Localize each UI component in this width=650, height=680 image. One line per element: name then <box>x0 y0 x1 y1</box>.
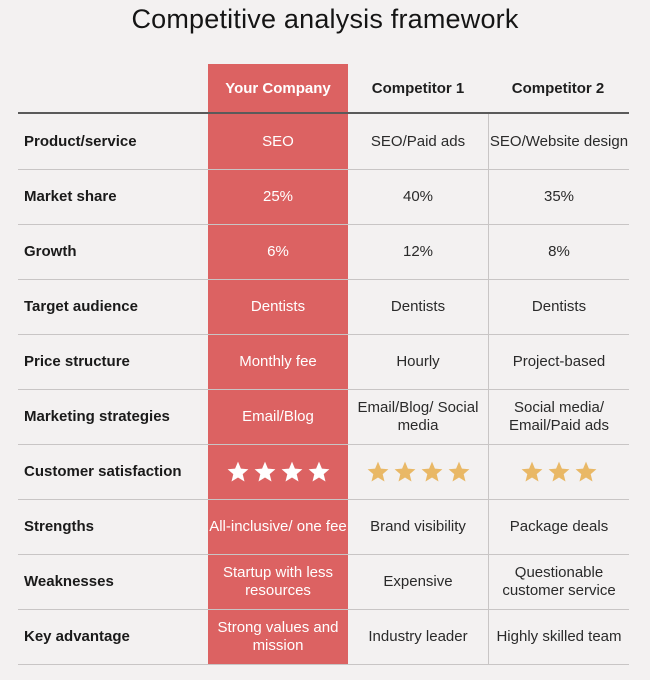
table-row: Target audience Dentists Dentists Dentists <box>18 279 629 335</box>
competitor-2-cell: SEO/Website design <box>488 114 629 169</box>
row-label: Key advantage <box>24 627 130 645</box>
row-label: Product/service <box>24 132 137 150</box>
competitor-2-cell: Questionable customer service <box>488 554 629 609</box>
competitor-2-cell: 8% <box>488 224 629 279</box>
row-label: Market share <box>24 187 117 205</box>
star-icon <box>521 461 543 481</box>
column-header-competitor-1: Competitor 1 <box>371 79 465 97</box>
table-row: Price structure Monthly fee Hourly Project-… <box>18 334 629 390</box>
competitor-1-cell: 12% <box>402 242 434 260</box>
your-company-cell: Strong values and mission <box>217 618 339 654</box>
star-icon <box>394 461 415 481</box>
row-label: Target audience <box>24 297 138 315</box>
competitor-2-cell: Highly skilled team <box>488 609 629 664</box>
star-icon <box>367 461 388 481</box>
row-label: Strengths <box>24 517 95 535</box>
your-company-cell: All-inclusive/ one fee <box>209 517 347 535</box>
competitor-2-cell: 35% <box>488 169 629 224</box>
competitor-2-cell: Project-based <box>488 334 629 389</box>
table-row: Weaknesses Startup with less resources Exp… <box>18 554 629 610</box>
competitor-2-cell: Dentists <box>488 279 629 334</box>
your-company-cell: SEO <box>262 132 294 150</box>
competitor-1-cell: Email/Blog/ Social media <box>357 398 479 434</box>
table-row: Strengths All-inclusive/ one fee Brand vis… <box>18 499 629 555</box>
your-company-cell: 25% <box>262 187 294 205</box>
row-label: Customer satisfaction <box>24 462 182 480</box>
star-rating <box>366 460 471 484</box>
competitor-1-cell: Brand visibility <box>370 517 466 535</box>
competitor-2-cell: Social media/ Email/Paid ads <box>488 389 629 444</box>
row-label: Marketing strategies <box>24 407 170 425</box>
competitor-1-cell: Hourly <box>396 352 440 370</box>
competitor-1-cell: Dentists <box>390 297 446 315</box>
column-header-your-company: Your Company <box>225 79 331 97</box>
your-company-cell: Monthly fee <box>239 352 317 370</box>
table-row: Product/service SEO SEO/Paid ads SEO/Websit… <box>18 114 629 170</box>
competitor-2-cell: Package deals <box>488 499 629 554</box>
star-icon <box>281 461 302 481</box>
competitor-1-cell: Expensive <box>383 572 453 590</box>
table-row: Marketing strategies Email/Blog Email/Blog… <box>18 389 629 445</box>
your-company-cell: 6% <box>267 242 289 260</box>
competitor-2-cell <box>488 444 629 499</box>
competitor-1-cell: 40% <box>402 187 434 205</box>
star-rating <box>226 460 331 484</box>
star-icon <box>548 461 570 481</box>
table-row: Growth 6% 12% 8% <box>18 224 629 280</box>
your-company-cell: Dentists <box>250 297 306 315</box>
your-company-cell: Email/Blog <box>242 407 314 425</box>
star-icon <box>254 461 275 481</box>
star-icon <box>575 461 597 481</box>
your-company-column-highlight <box>208 64 348 664</box>
your-company-cell: Startup with less resources <box>222 563 334 599</box>
table-row: Key advantage Strong values and mission In… <box>18 609 629 665</box>
star-icon <box>227 461 248 481</box>
table-row: Market share 25% 40% 35% <box>18 169 629 225</box>
competitor-1-cell: SEO/Paid ads <box>370 132 466 150</box>
star-rating <box>520 460 598 484</box>
row-label: Weaknesses <box>24 572 114 590</box>
row-label: Price structure <box>24 352 130 370</box>
page-title: Competitive analysis framework <box>131 4 519 34</box>
column-header-competitor-2: Competitor 2 <box>511 79 605 97</box>
header-divider <box>18 112 629 114</box>
competitor-1-cell <box>348 444 488 499</box>
star-icon <box>421 461 442 481</box>
table-row: Customer satisfaction <box>18 444 629 500</box>
row-label: Growth <box>24 242 77 260</box>
your-company-cell <box>208 444 348 499</box>
star-icon <box>308 461 329 481</box>
star-icon <box>448 461 469 481</box>
competitor-1-cell: Industry leader <box>368 627 468 645</box>
